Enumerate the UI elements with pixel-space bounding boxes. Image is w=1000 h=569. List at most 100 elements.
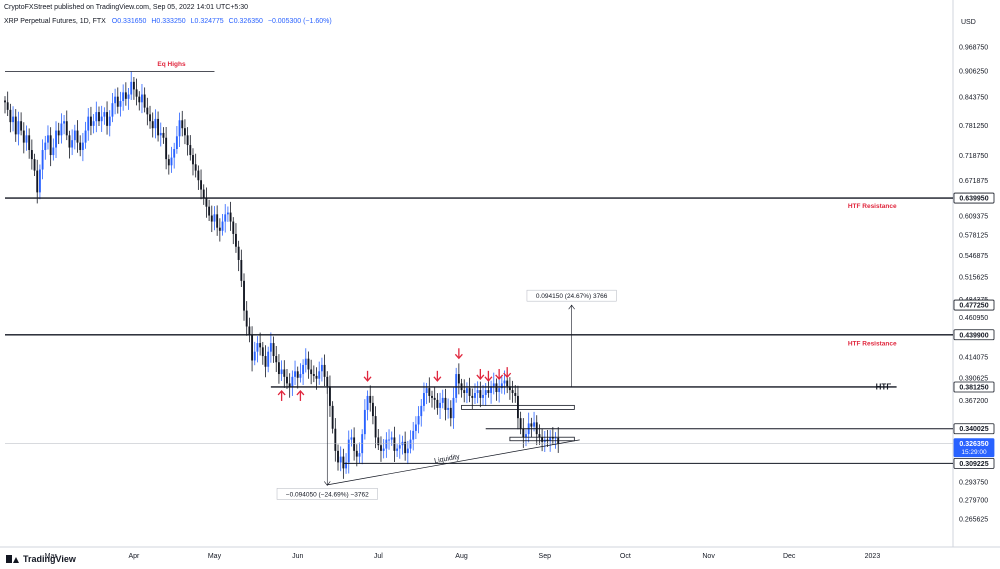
candle[interactable] (269, 332, 272, 363)
candle[interactable] (452, 387, 455, 429)
candle[interactable] (398, 434, 401, 459)
candle[interactable] (218, 218, 221, 242)
candle[interactable] (337, 444, 339, 471)
candle[interactable] (167, 154, 170, 175)
candle[interactable] (495, 378, 498, 401)
candle[interactable] (508, 377, 511, 400)
candle[interactable] (369, 385, 372, 412)
candle[interactable] (205, 187, 208, 218)
candle[interactable] (221, 213, 224, 236)
candle[interactable] (146, 97, 149, 126)
candle[interactable] (14, 109, 17, 142)
candle[interactable] (267, 346, 270, 373)
candle[interactable] (492, 372, 495, 395)
candle[interactable] (57, 122, 60, 145)
candle[interactable] (264, 345, 267, 378)
candle[interactable] (396, 444, 399, 458)
candle[interactable] (538, 424, 541, 445)
candle[interactable] (60, 113, 63, 144)
candle[interactable] (229, 201, 232, 231)
candle[interactable] (449, 400, 452, 427)
candle[interactable] (154, 109, 157, 139)
candle[interactable] (294, 360, 296, 386)
candle[interactable] (114, 88, 117, 115)
candle[interactable] (141, 84, 143, 114)
candle[interactable] (256, 336, 259, 363)
candle[interactable] (251, 326, 254, 372)
time-axis[interactable]: Mar Apr May Jun Jul Aug Sep Oct Nov Dec 2023 (45, 553, 881, 560)
price-tag[interactable]: 0.439900 (953, 329, 995, 341)
candle[interactable] (331, 401, 334, 434)
candle[interactable] (514, 385, 517, 403)
candle[interactable] (20, 112, 23, 136)
candle[interactable] (103, 107, 106, 125)
candle[interactable] (259, 332, 262, 356)
candle[interactable] (132, 76, 135, 100)
candle[interactable] (248, 317, 251, 343)
candle[interactable] (30, 139, 33, 170)
candle[interactable] (412, 421, 415, 451)
candle[interactable] (183, 119, 186, 145)
candle[interactable] (6, 91, 9, 117)
candle[interactable] (162, 127, 165, 144)
candle[interactable] (122, 84, 125, 111)
candle[interactable] (291, 370, 294, 396)
candle[interactable] (240, 249, 243, 288)
candle[interactable] (36, 159, 39, 204)
candle[interactable] (71, 129, 74, 156)
candle[interactable] (490, 380, 493, 404)
candle[interactable] (178, 112, 181, 148)
candle[interactable] (79, 135, 82, 157)
candle[interactable] (170, 146, 173, 173)
candle[interactable] (232, 217, 235, 245)
candle[interactable] (98, 106, 100, 126)
candle[interactable] (119, 91, 122, 117)
candle[interactable] (463, 379, 466, 403)
candle[interactable] (175, 126, 178, 154)
candle[interactable] (4, 96, 6, 114)
candle[interactable] (38, 164, 41, 200)
candle[interactable] (226, 206, 229, 222)
candle[interactable] (197, 165, 200, 190)
candle[interactable] (439, 392, 441, 419)
candle[interactable] (436, 393, 439, 415)
candle[interactable] (261, 341, 264, 365)
candle[interactable] (393, 426, 396, 462)
candle[interactable] (377, 429, 380, 450)
price-tag[interactable]: 0.477250 (953, 299, 995, 311)
candle[interactable] (143, 87, 146, 113)
candle[interactable] (315, 367, 318, 390)
candle[interactable] (363, 399, 366, 440)
candle[interactable] (339, 446, 342, 472)
candle[interactable] (81, 132, 84, 162)
candle[interactable] (111, 93, 114, 123)
candle[interactable] (84, 121, 87, 149)
candle[interactable] (25, 125, 28, 151)
candle[interactable] (17, 111, 20, 146)
candle[interactable] (224, 204, 227, 233)
candle[interactable] (541, 428, 544, 452)
candle[interactable] (296, 366, 299, 389)
candle[interactable] (186, 127, 189, 156)
candle[interactable] (347, 430, 350, 474)
candle[interactable] (320, 357, 323, 382)
candle[interactable] (210, 205, 213, 233)
candle[interactable] (95, 101, 98, 133)
candle[interactable] (323, 354, 326, 387)
candle[interactable] (479, 381, 482, 408)
candle[interactable] (318, 361, 321, 385)
tradingview-brand[interactable]: TradingView (6, 554, 76, 564)
candle[interactable] (334, 418, 337, 462)
candle[interactable] (245, 301, 248, 336)
candle[interactable] (12, 106, 14, 132)
candle[interactable] (447, 398, 450, 419)
candle[interactable] (404, 431, 407, 461)
candle[interactable] (100, 105, 103, 132)
candle[interactable] (135, 78, 138, 106)
candle[interactable] (127, 87, 130, 110)
candle[interactable] (468, 377, 471, 403)
price-tag[interactable]: 0.340025 (953, 423, 995, 435)
candle[interactable] (277, 354, 280, 384)
candle[interactable] (216, 205, 219, 236)
